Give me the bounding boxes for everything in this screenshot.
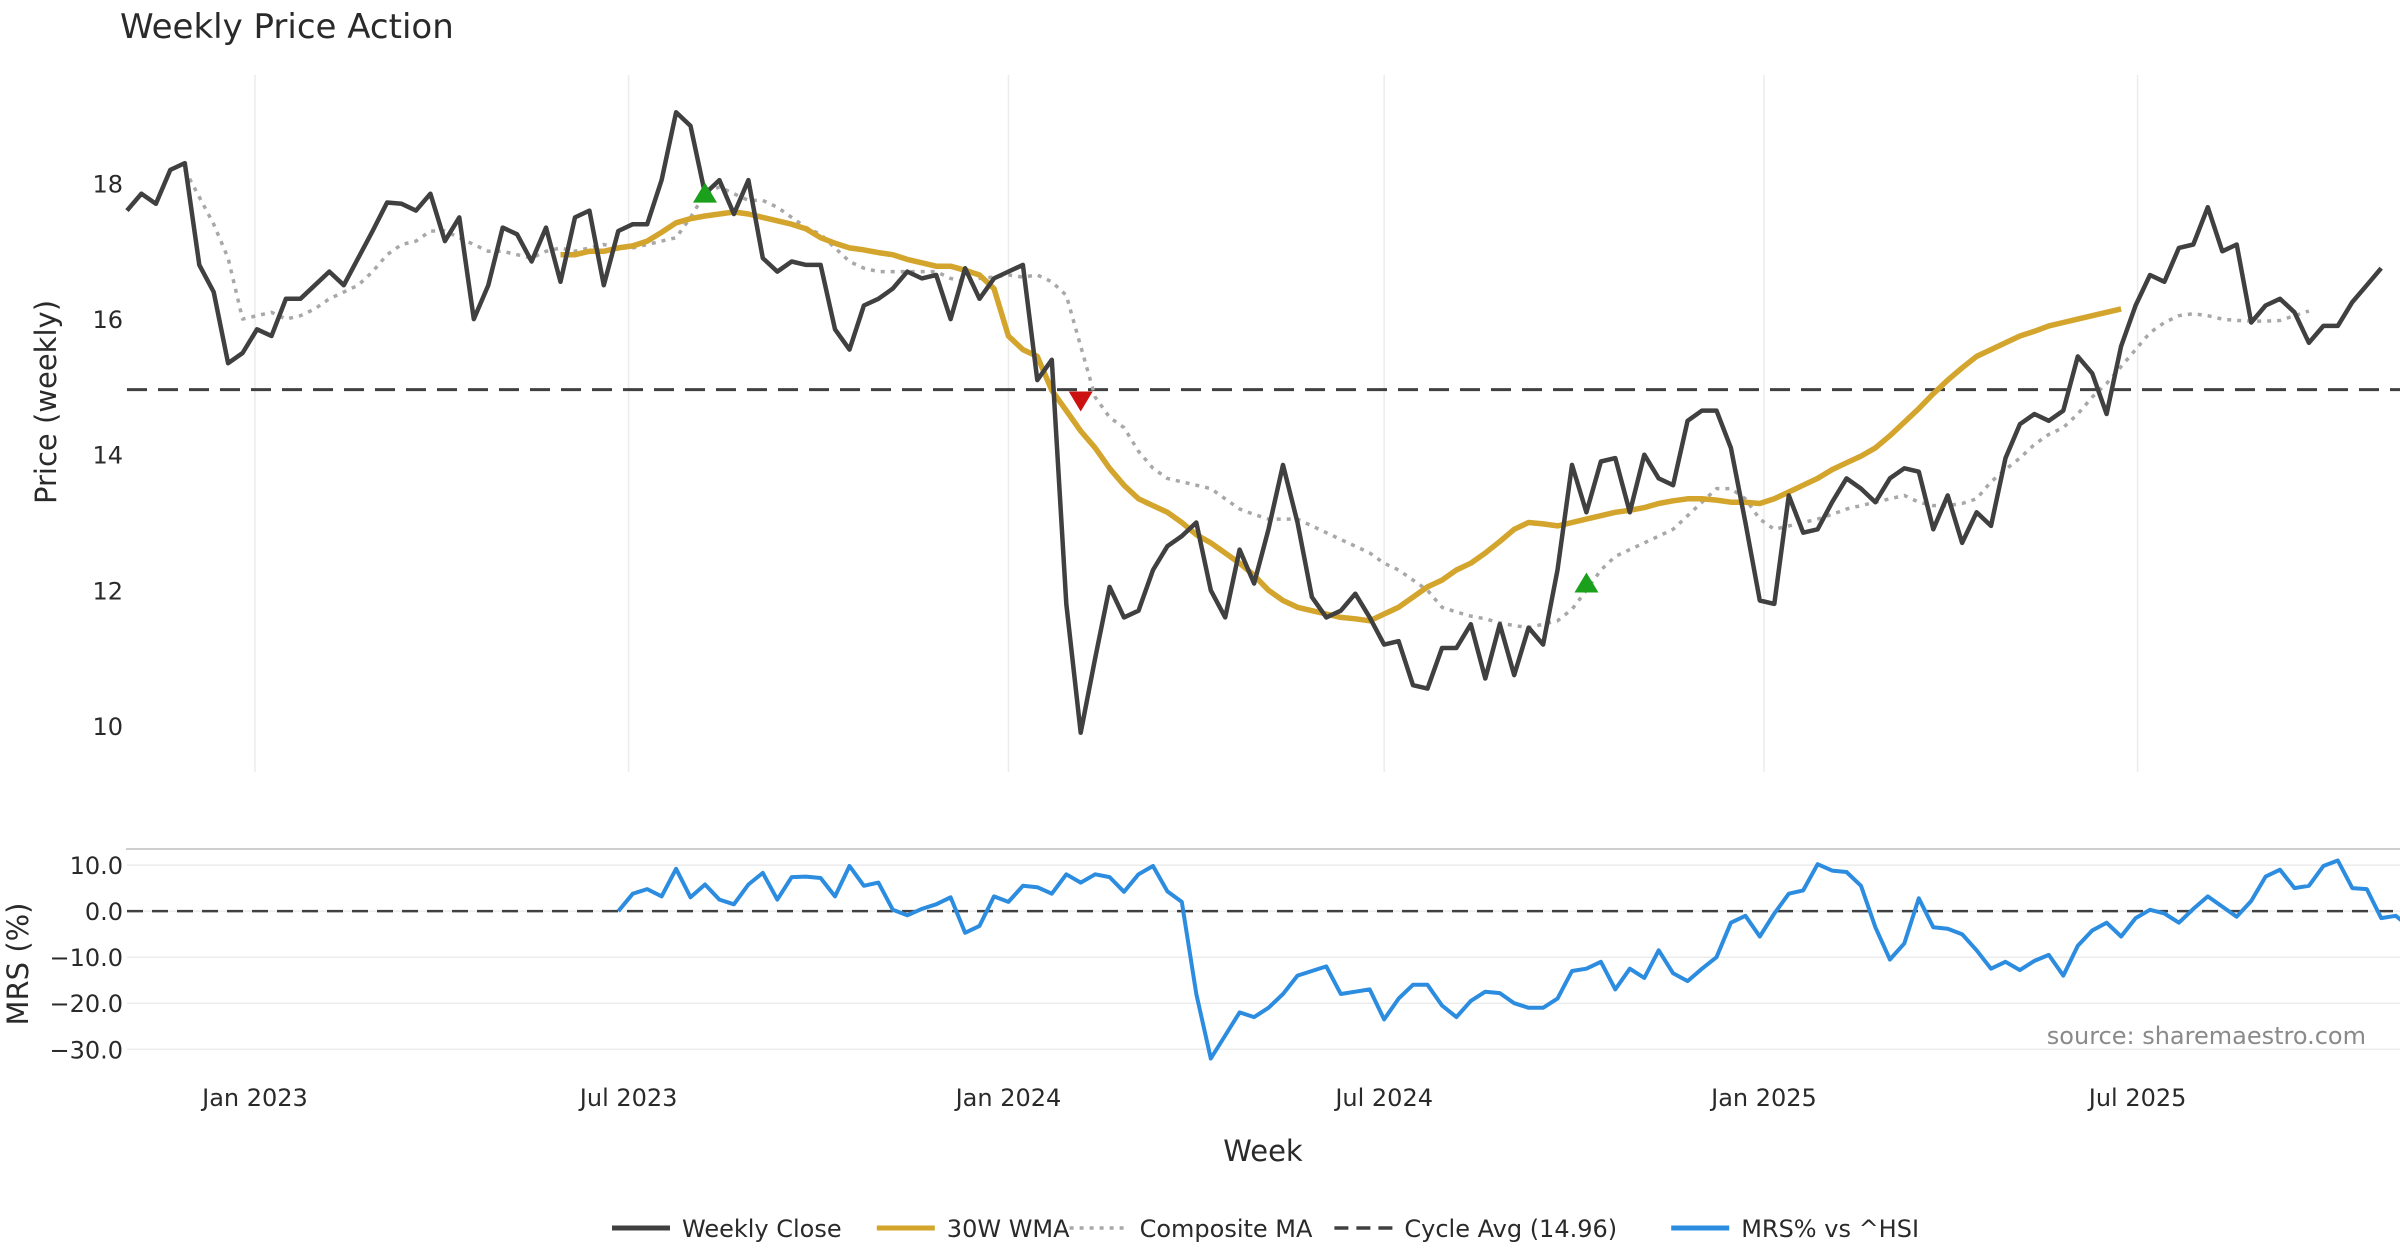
legend-label: MRS% vs ^HSI (1741, 1215, 1919, 1243)
legend: Weekly Close 30W WMA Composite MA Cycle Avg… (612, 1215, 1919, 1243)
legend-label: 30W WMA (947, 1215, 1070, 1243)
x-tick-label: Jul 2024 (1333, 1084, 1433, 1112)
price-y-tick-label: 10 (92, 713, 123, 741)
signal-markers (693, 182, 1599, 593)
mrs-y-tick-label: −10.0 (49, 944, 123, 972)
mrs-y-tick-label: 0.0 (85, 898, 123, 926)
mrs-y-tick-label: −20.0 (49, 990, 123, 1018)
x-tick-label: Jan 2023 (200, 1084, 308, 1112)
sell-signal-marker (1068, 391, 1093, 412)
x-tick-label: Jul 2025 (2087, 1084, 2187, 1112)
buy-signal-marker (1574, 572, 1599, 593)
price-y-axis-label: Price (weekly) (29, 300, 63, 504)
price-y-tick-label: 16 (92, 306, 123, 334)
x-axis: Jan 2023 Jul 2023 Jan 2024 Jul 2024 Jan 2025… (200, 1084, 2186, 1112)
price-y-axis: 10 12 14 16 18 (92, 170, 123, 740)
price-y-tick-label: 14 (92, 442, 123, 470)
mrs-line (616, 858, 2400, 1061)
x-axis-label: Week (1223, 1134, 1303, 1168)
wma-30w-line (560, 209, 2122, 624)
legend-label: Cycle Avg (14.96) (1404, 1215, 1617, 1243)
source-text: source: sharemaestro.com (2047, 1022, 2366, 1050)
mrs-y-tick-label: 10.0 (70, 852, 123, 880)
legend-label: Weekly Close (682, 1215, 842, 1243)
legend-label: Composite MA (1140, 1215, 1313, 1243)
price-gridlines (254, 75, 2139, 772)
x-tick-label: Jan 2024 (954, 1084, 1062, 1112)
x-tick-label: Jan 2025 (1709, 1084, 1817, 1112)
mrs-y-axis: 10.0 0.0 −10.0 −20.0 −30.0 (49, 852, 123, 1064)
mrs-gridlines (127, 864, 2400, 1051)
weekly-close-line (125, 110, 2383, 735)
composite-ma-line (183, 169, 2310, 630)
chart-title: Weekly Price Action (120, 7, 454, 47)
price-y-tick-label: 12 (92, 577, 123, 605)
buy-signal-marker (693, 182, 717, 203)
price-y-tick-label: 18 (92, 170, 123, 198)
x-tick-label: Jul 2023 (578, 1084, 678, 1112)
mrs-y-axis-label: MRS (%) (1, 903, 35, 1026)
mrs-y-tick-label: −30.0 (49, 1036, 123, 1064)
